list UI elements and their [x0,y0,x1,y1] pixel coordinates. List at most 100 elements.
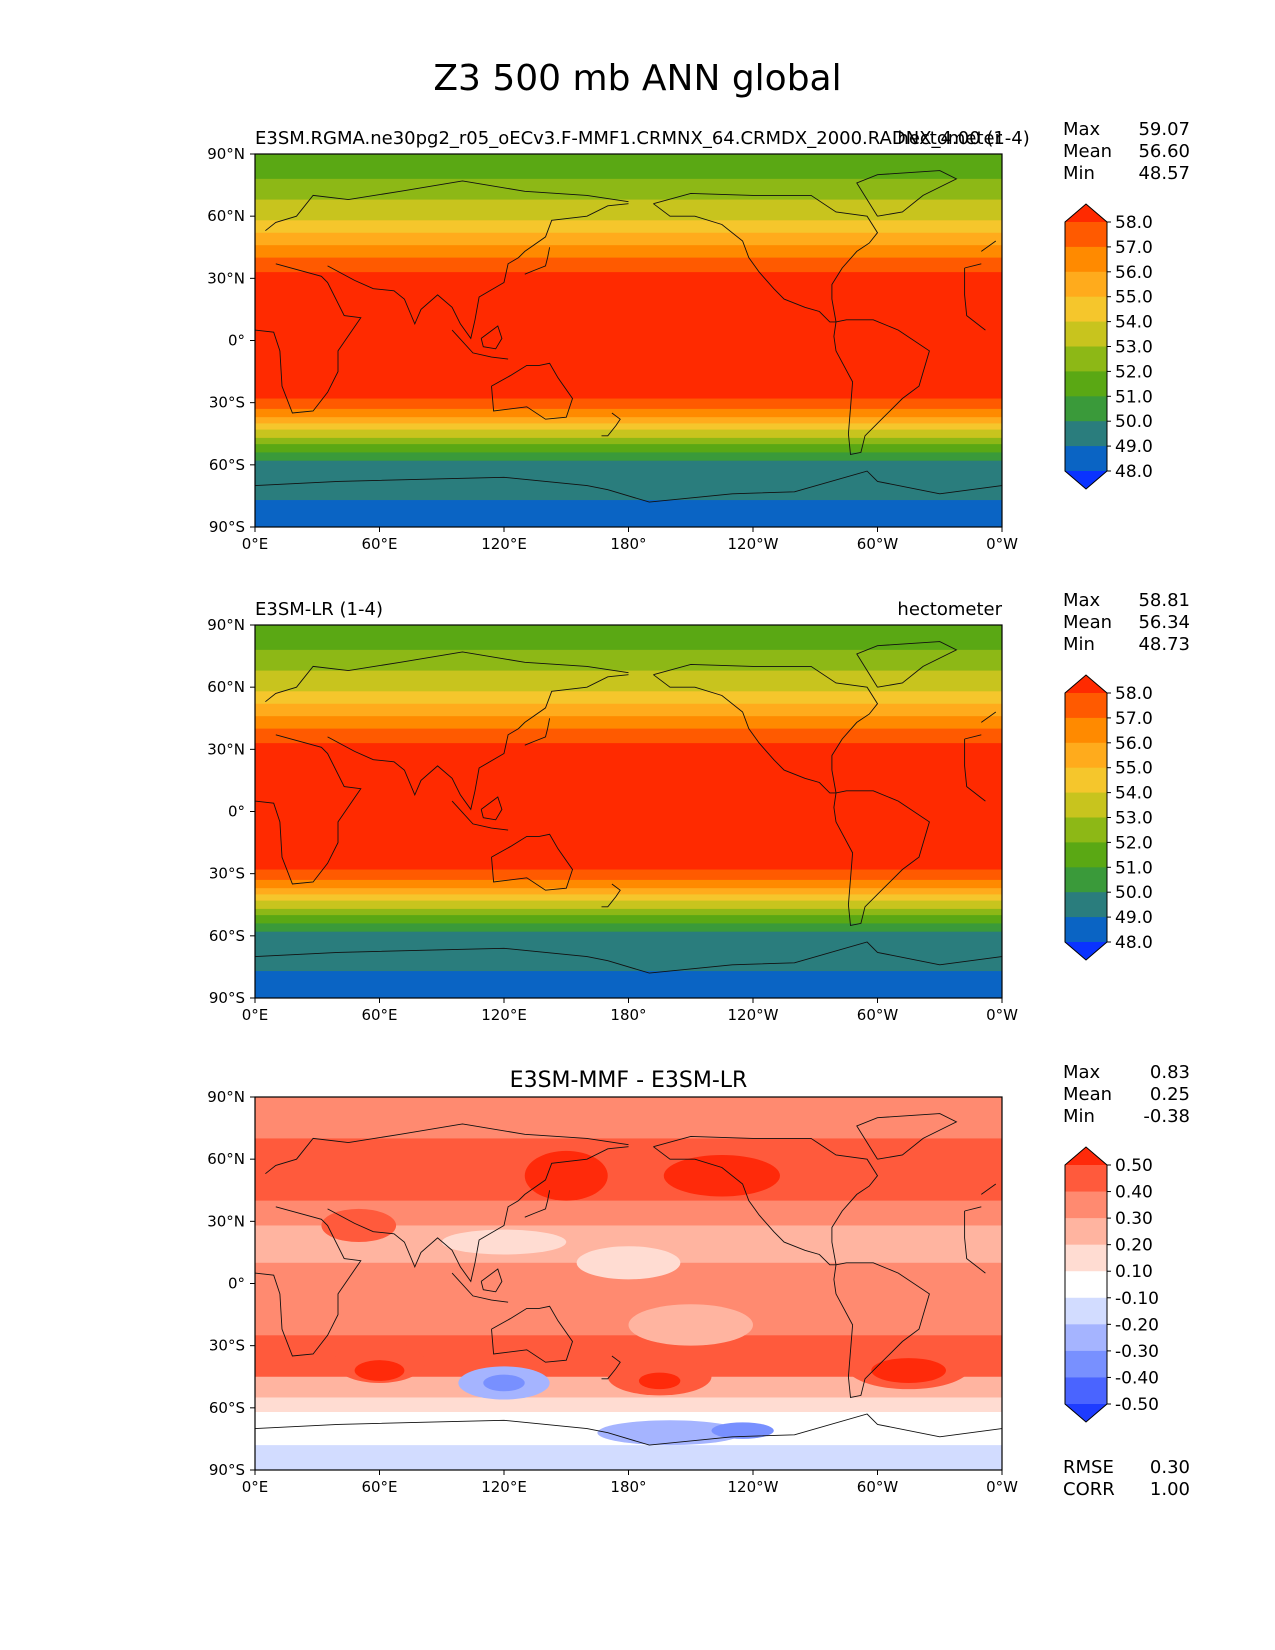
x-tick-label: 0°E [242,1478,269,1496]
coastline [524,1190,551,1218]
map-panel-test: 90°N 60°N 30°N 0° 30°S 60°S 90°S0°E 60°E 120°E 18… [207,119,1190,553]
y-tick-label: 90°S [209,989,245,1007]
stat-value: 48.73 [1138,634,1190,655]
colorbar-label: 48.0 [1115,462,1153,482]
contour-band [255,908,1002,916]
x-tick-label: 180° [610,1006,646,1024]
colorbar-label: 0.20 [1115,1236,1153,1256]
x-tick-label: 120°E [481,535,527,553]
stat-label: Mean [1063,1084,1112,1105]
colorbar-label: 51.0 [1115,387,1153,407]
coastline [833,790,930,927]
colorbar-extend-max [1065,204,1107,222]
coastline [601,883,621,908]
colorbar-segment [1065,892,1107,918]
coastline [327,203,629,340]
coastline [255,1206,986,1357]
x-tick-label: 60°W [857,1478,899,1496]
contour-band [255,500,1002,527]
coastline [327,1146,629,1283]
contour-band [255,879,1002,889]
colorbar-label: 0.10 [1115,1262,1153,1282]
contour-band [255,1397,1002,1413]
colorbar-label: -0.10 [1115,1289,1159,1309]
coastline [451,800,509,831]
colorbar-segment [1065,693,1107,719]
map-panel-reference: 90°N 60°N 30°N 0° 30°S 60°S 90°S0°E 60°E 120°E 18… [207,590,1190,1024]
coastline [856,641,958,688]
stat-value: 59.07 [1138,119,1190,140]
contour-band [255,199,1002,221]
colorbar-label: 55.0 [1115,288,1153,308]
contour-field [255,1097,1002,1470]
y-tick-label: 0° [228,1275,245,1293]
contour-band [255,444,1002,453]
colorbar-segment [1065,246,1107,273]
colorbar-segment [1065,1165,1107,1193]
colorbar-label: 58.0 [1115,684,1153,704]
coastline [856,1113,958,1160]
x-tick-label: 60°E [361,535,397,553]
coastline [491,362,573,420]
stat-value: -0.38 [1143,1106,1190,1127]
stat-value: 0.25 [1150,1084,1190,1105]
contour-field [255,625,1002,998]
contour-band [255,154,1002,180]
x-tick-label: 60°E [361,1478,397,1496]
contour-band [255,220,1002,234]
colorbar-extend-max [1065,675,1107,693]
x-tick-label: 0°W [986,535,1018,553]
colorbar-segment [1065,717,1107,744]
stat-label: Max [1063,119,1101,140]
contour-blob [576,1246,681,1280]
colorbar-segment [1065,271,1107,298]
colorbar-extend-min [1065,471,1107,489]
coastline [601,412,621,437]
x-tick-label: 60°E [361,1006,397,1024]
contour-band [255,716,1002,730]
y-tick-label: 90°S [209,518,245,536]
colorbar-segment [1065,842,1107,868]
colorbar-label: 48.0 [1115,933,1153,953]
stat-value: 58.81 [1138,590,1190,611]
contour-blob [638,1372,681,1390]
coastline [265,651,997,723]
contour-band [255,408,1002,418]
colorbar-label: 57.0 [1115,238,1153,258]
coastline [833,1262,930,1399]
colorbar-segment [1065,446,1107,472]
colorbar: 58.0 57.0 56.0 55.0 54.0 53.0 52.0 51.0 50.0 49.0… [1064,203,1153,490]
contour-band [255,232,1002,246]
contour-band [255,888,1002,895]
colorbar-label: 50.0 [1115,883,1153,903]
colorbar-label: -0.40 [1115,1368,1159,1388]
colorbar-label: 0.40 [1115,1183,1153,1203]
colorbar-label: 52.0 [1115,362,1153,382]
contour-blob [663,1155,780,1197]
coastline [255,734,986,885]
y-tick-label: 0° [228,803,245,821]
colorbar-label: 54.0 [1115,784,1153,804]
colorbar-label: 58.0 [1115,213,1153,233]
contour-band [255,417,1002,424]
stat-value: 56.60 [1138,141,1190,162]
colorbar-label: 52.0 [1115,833,1153,853]
y-tick-label: 30°N [207,269,245,287]
colorbar-label: 53.0 [1115,809,1153,829]
colorbar-label: 56.0 [1115,734,1153,754]
colorbar-label: 0.30 [1115,1209,1153,1229]
colorbar-label: 53.0 [1115,338,1153,358]
coastline [451,1272,509,1303]
colorbar-label: 49.0 [1115,908,1153,928]
contour-band [255,670,1002,692]
colorbar-label: 56.0 [1115,263,1153,283]
panel-title-right: hectometer [897,599,1002,620]
colorbar-segment [1065,1271,1107,1299]
colorbar-label: -0.20 [1115,1315,1159,1335]
colorbar-segment [1065,917,1107,943]
x-tick-label: 120°W [728,1006,779,1024]
y-tick-label: 30°N [207,1212,245,1230]
colorbar-label: 49.0 [1115,437,1153,457]
x-tick-label: 120°E [481,1478,527,1496]
